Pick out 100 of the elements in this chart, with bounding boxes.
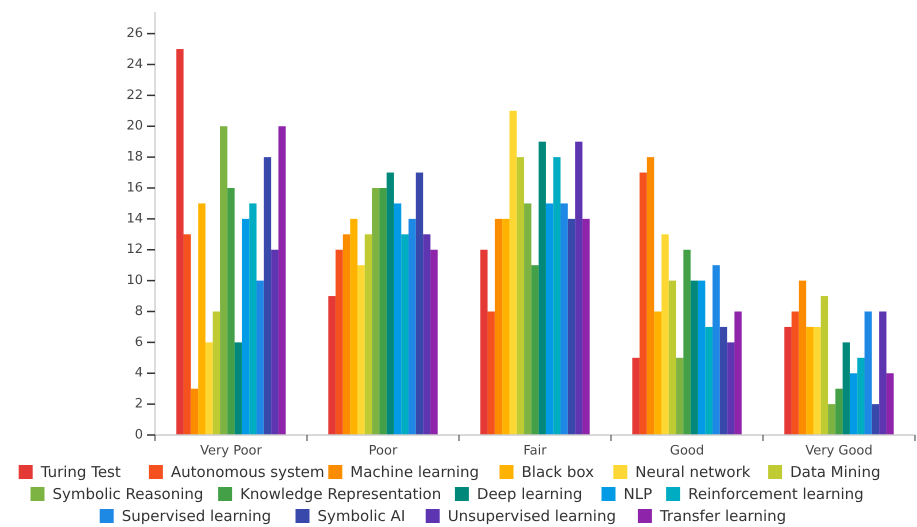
legend-label: NLP [624, 485, 652, 503]
bar [727, 342, 734, 435]
y-tick-label: 24 [126, 56, 143, 72]
bar [256, 280, 264, 435]
bar [509, 110, 517, 435]
bar [416, 172, 424, 435]
bar [813, 326, 821, 435]
bar [864, 311, 872, 435]
bar [850, 373, 858, 435]
legend-label: Reinforcement learning [688, 485, 864, 503]
bar [242, 218, 250, 435]
y-tick-label: 26 [126, 26, 143, 42]
bar [857, 358, 865, 435]
bar [176, 49, 184, 435]
x-tick-label: Poor [368, 444, 398, 458]
bar [676, 358, 684, 435]
x-tick-label: Very Good [805, 444, 873, 458]
y-tick-label: 4 [134, 366, 143, 381]
bar [546, 203, 554, 435]
bar [488, 311, 495, 435]
bar [264, 157, 272, 435]
bar [357, 265, 365, 435]
legend-label: Symbolic Reasoning [52, 485, 204, 503]
bar [502, 218, 510, 435]
bar [828, 404, 836, 435]
bar [350, 218, 358, 435]
bar [198, 203, 206, 435]
bar [271, 250, 278, 435]
bar [654, 311, 662, 435]
bar [516, 157, 524, 435]
legend-label: Symbolic AI [318, 507, 406, 525]
bar [190, 388, 198, 435]
bar [423, 234, 430, 435]
bar [646, 157, 654, 435]
bar [820, 296, 828, 435]
bar [372, 188, 380, 435]
bar [683, 250, 691, 435]
bar [342, 234, 350, 435]
bar [792, 311, 799, 435]
bar [430, 250, 438, 435]
bar [632, 358, 640, 435]
bar [401, 234, 409, 435]
y-tick-label: 20 [126, 118, 143, 134]
bar [568, 218, 576, 435]
y-tick-label: 0 [134, 428, 143, 442]
bar [886, 373, 894, 435]
bar [278, 126, 286, 435]
legend-label: Autonomous system [170, 463, 325, 481]
legend-label: Machine learning [350, 463, 480, 481]
bar [249, 203, 257, 435]
bar [560, 203, 568, 435]
bar [408, 218, 416, 435]
bar [379, 188, 387, 435]
y-tick-label: 6 [134, 334, 143, 350]
bar [234, 342, 242, 435]
bar [806, 326, 814, 435]
x-tick-label: Fair [523, 444, 548, 458]
bar [720, 326, 728, 435]
bar [640, 172, 647, 435]
y-tick-label: 18 [126, 150, 143, 165]
legend-label: Unsupervised learning [448, 507, 616, 525]
y-tick-label: 2 [134, 396, 143, 412]
legend-label: Data Mining [790, 463, 881, 481]
bar [494, 218, 502, 435]
bar [524, 203, 532, 435]
bar [668, 280, 676, 435]
y-tick-label: 10 [126, 273, 143, 288]
bar [184, 234, 191, 435]
y-tick-label: 22 [126, 88, 143, 103]
bar [480, 250, 488, 435]
bar [734, 311, 742, 435]
legend-label: Turing Test [40, 463, 121, 481]
bar [582, 218, 590, 435]
bar [690, 280, 698, 435]
bar [212, 311, 220, 435]
legend-label: Neural network [635, 463, 751, 481]
bar [531, 265, 539, 435]
bar [364, 234, 372, 435]
bar [205, 342, 213, 435]
bar [798, 280, 806, 435]
legend-label: Black box [522, 463, 594, 481]
bar [553, 157, 561, 435]
bar [220, 126, 228, 435]
bar [712, 265, 720, 435]
bar [705, 326, 713, 435]
bar [872, 404, 880, 435]
bar [328, 296, 336, 435]
bar [386, 172, 394, 435]
legend-label: Supervised learning [122, 507, 272, 525]
bar [835, 388, 843, 435]
y-tick-label: 8 [134, 304, 143, 319]
bar [698, 280, 706, 435]
bar [661, 234, 669, 435]
y-tick-label: 16 [126, 180, 143, 196]
bar [879, 311, 886, 435]
bar [394, 203, 402, 435]
bar [575, 142, 582, 435]
bar [227, 188, 235, 435]
bar [842, 342, 850, 435]
bar [784, 326, 792, 435]
